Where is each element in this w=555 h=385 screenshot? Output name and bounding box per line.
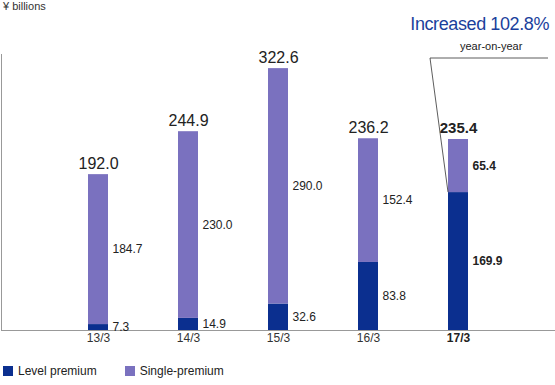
svg-text:184.7: 184.7 bbox=[113, 242, 143, 256]
svg-text:7.3: 7.3 bbox=[113, 320, 130, 334]
svg-text:244.9: 244.9 bbox=[168, 112, 208, 129]
svg-text:16/3: 16/3 bbox=[357, 331, 381, 345]
svg-text:192.0: 192.0 bbox=[78, 155, 118, 172]
svg-text:83.8: 83.8 bbox=[383, 289, 407, 303]
svg-text:15/3: 15/3 bbox=[267, 331, 291, 345]
svg-text:14/3: 14/3 bbox=[177, 331, 201, 345]
svg-text:152.4: 152.4 bbox=[383, 193, 413, 207]
svg-text:32.6: 32.6 bbox=[293, 310, 317, 324]
svg-text:230.0: 230.0 bbox=[203, 218, 233, 232]
svg-text:322.6: 322.6 bbox=[258, 49, 298, 66]
svg-text:14.9: 14.9 bbox=[203, 317, 227, 331]
html-text:year-on-year: year-on-year bbox=[460, 40, 523, 52]
svg-text:236.2: 236.2 bbox=[348, 119, 388, 136]
html-text:Increased 102.8%: Increased 102.8% bbox=[410, 14, 549, 34]
html-text:Level premium: Level premium bbox=[18, 364, 97, 378]
html-text:Single-premium: Single-premium bbox=[139, 364, 224, 378]
svg-text:169.9: 169.9 bbox=[473, 254, 503, 268]
html-text:¥ billions: ¥ billions bbox=[3, 0, 46, 12]
svg-text:290.0: 290.0 bbox=[293, 179, 323, 193]
svg-text:65.4: 65.4 bbox=[473, 159, 497, 173]
svg-text:13/3: 13/3 bbox=[87, 331, 111, 345]
svg-text:235.4: 235.4 bbox=[440, 119, 478, 136]
svg-text:17/3: 17/3 bbox=[447, 331, 471, 345]
